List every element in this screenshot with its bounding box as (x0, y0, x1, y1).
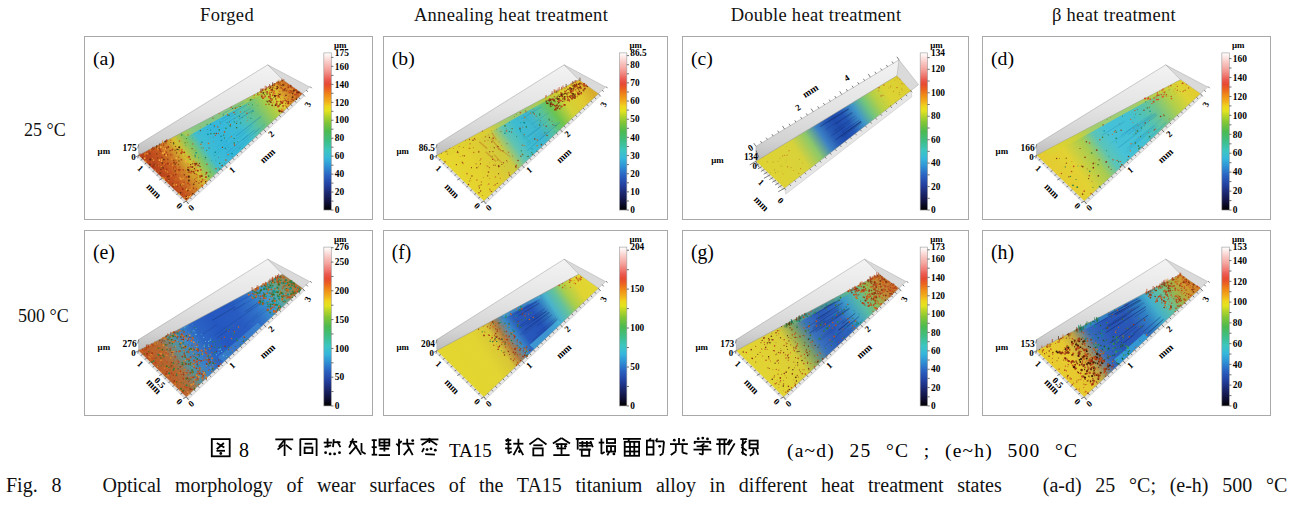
svg-text:(a~d) 25 °C ; (e~h) 500 °C: (a~d) 25 °C ; (e~h) 500 °C (787, 440, 1078, 462)
svg-text:TA15: TA15 (449, 440, 492, 461)
svg-text:8: 8 (239, 439, 249, 461)
